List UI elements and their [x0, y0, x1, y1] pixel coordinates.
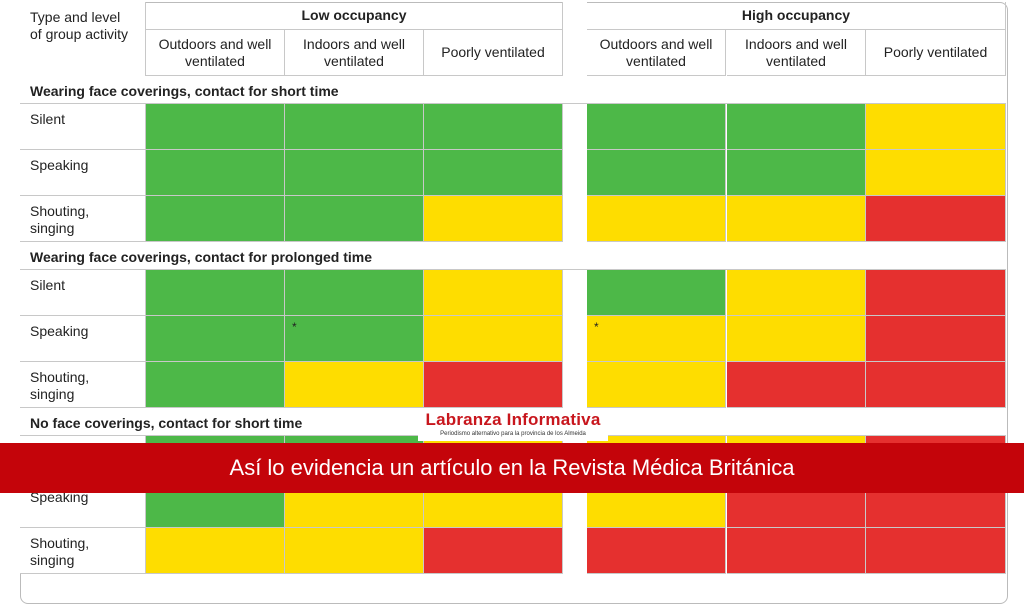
row-label: Silent: [20, 104, 146, 150]
risk-cell-high: [866, 270, 1006, 316]
column-header: Outdoors and well ventilated: [146, 30, 285, 76]
risk-cell-low: [285, 196, 424, 242]
risk-cell-medium: [727, 270, 866, 316]
risk-cell-medium: [866, 104, 1006, 150]
risk-cell-high: [424, 528, 563, 574]
risk-cell-medium: [866, 150, 1006, 196]
risk-cell-medium: [727, 196, 866, 242]
row-label: Shouting, singing: [20, 362, 146, 408]
risk-cell-medium: [587, 196, 726, 242]
risk-cell-low: [285, 270, 424, 316]
logo: Labranza Informativa Periodismo alternat…: [418, 410, 608, 441]
column-header: Poorly ventilated: [866, 30, 1006, 76]
risk-cell-high: [866, 196, 1006, 242]
risk-cell-low: [587, 150, 726, 196]
risk-cell-low: [587, 270, 726, 316]
group-header-high: High occupancy: [587, 2, 1006, 30]
group-header-low: Low occupancy: [146, 2, 563, 30]
risk-cell-medium: [285, 362, 424, 408]
risk-cell-low: [727, 150, 866, 196]
risk-cell-high: [866, 316, 1006, 362]
risk-cell-medium: [424, 316, 563, 362]
risk-cell-medium: [424, 270, 563, 316]
risk-cell-low: [146, 150, 285, 196]
caption-text: Así lo evidencia un artículo en la Revis…: [229, 455, 795, 480]
risk-cell-high: [587, 528, 726, 574]
risk-cell-high: [424, 362, 563, 408]
risk-cell-low: [727, 104, 866, 150]
column-header: Indoors and well ventilated: [727, 30, 866, 76]
risk-cell-medium: [727, 316, 866, 362]
section-title: Wearing face coverings, contact for shor…: [20, 76, 1006, 104]
group-gap: [563, 0, 587, 76]
asterisk-note: *: [594, 320, 599, 334]
risk-cell-low: [285, 104, 424, 150]
risk-cell-low: [285, 150, 424, 196]
row-label: Silent: [20, 270, 146, 316]
risk-cell-medium: [587, 362, 726, 408]
risk-cell-low: [424, 104, 563, 150]
risk-cell-low: [424, 150, 563, 196]
logo-title: Labranza Informativa: [425, 410, 601, 429]
risk-cell-low: [146, 362, 285, 408]
risk-cell-high: [727, 362, 866, 408]
column-header: Outdoors and well ventilated: [587, 30, 726, 76]
risk-cell-high: [727, 528, 866, 574]
asterisk-note: *: [292, 320, 297, 334]
risk-cell-medium: *: [587, 316, 726, 362]
risk-cell-low: [146, 316, 285, 362]
caption-banner: Así lo evidencia un artículo en la Revis…: [0, 443, 1024, 493]
row-label: Speaking: [20, 150, 146, 196]
risk-cell-low: [146, 104, 285, 150]
risk-cell-medium: [424, 196, 563, 242]
row-label: Speaking: [20, 316, 146, 362]
risk-cell-medium: [146, 528, 285, 574]
row-label: Shouting, singing: [20, 528, 146, 574]
risk-cell-low: [146, 196, 285, 242]
column-header: Indoors and well ventilated: [285, 30, 424, 76]
risk-cell-high: [866, 362, 1006, 408]
risk-cell-low: [587, 104, 726, 150]
logo-subtitle: Periodismo alternativo para la provincia…: [440, 431, 586, 437]
risk-cell-high: [866, 528, 1006, 574]
risk-cell-low: *: [285, 316, 424, 362]
column-header: Poorly ventilated: [424, 30, 563, 76]
risk-cell-medium: [285, 528, 424, 574]
row-label: Shouting, singing: [20, 196, 146, 242]
section-title: Wearing face coverings, contact for prol…: [20, 242, 1006, 270]
risk-cell-low: [146, 270, 285, 316]
